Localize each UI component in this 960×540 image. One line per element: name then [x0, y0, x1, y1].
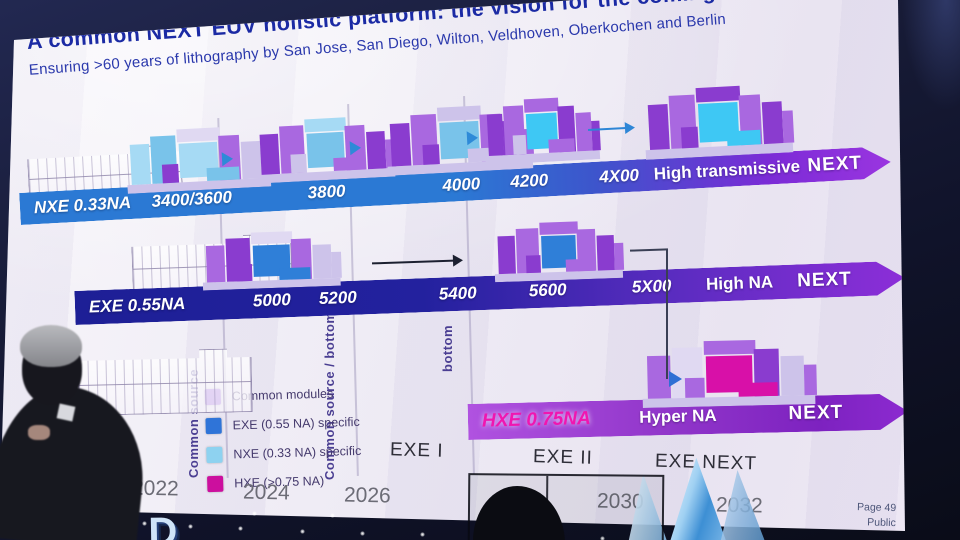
milestone-arrow-icon — [221, 151, 234, 167]
stage-light — [330, 513, 335, 518]
stage-light — [300, 529, 305, 534]
platform-label: NXE 0.33NA — [33, 192, 132, 218]
legend-swatch-nxe — [206, 446, 223, 463]
speaker-hair — [20, 325, 82, 367]
legend-label: EXE (0.55 NA) specific — [232, 414, 360, 432]
legend-item: NXE (0.33 NA) specific — [206, 436, 362, 469]
milestone-label: 4200 — [509, 170, 549, 192]
machine-illustration-5000-5200 — [201, 226, 345, 291]
slide-header: A common NEXT EUV holistic platform: the… — [26, 0, 905, 79]
machine-illustration-4200 — [482, 91, 603, 166]
speaker-body — [0, 379, 152, 540]
year-label: 2024 — [242, 480, 290, 505]
phase-label-exenext: EXE NEXT — [654, 450, 758, 475]
milestone-label: 5600 — [528, 279, 567, 301]
phase-label-exe1: EXE I — [389, 439, 444, 462]
stage-light — [360, 531, 365, 536]
milestone-label: 4X00 — [598, 165, 640, 187]
stage-light — [420, 532, 425, 537]
milestone-arrow-icon — [349, 140, 362, 156]
platform-label: HXE 0.75NA — [481, 408, 591, 432]
roadmap-arrow-icon — [371, 259, 455, 265]
stage-light — [238, 526, 243, 531]
platform-label: EXE 0.55NA — [88, 293, 186, 317]
speaker-silhouette — [0, 325, 187, 540]
year-label: 2026 — [343, 483, 391, 508]
next-label: NEXT — [796, 268, 853, 292]
legend-label: NXE (0.33 NA) specific — [233, 443, 362, 461]
stage-light — [600, 536, 605, 540]
elbow-connector — [666, 249, 668, 379]
machine-illustration-3800 — [254, 110, 399, 184]
machine-illustration-high-transmissive-next — [642, 78, 798, 160]
machine-illustration-5600 — [493, 216, 627, 283]
speaker-collar — [56, 403, 76, 422]
milestone-label: 5200 — [318, 287, 358, 309]
milestone-arrow-icon — [466, 130, 479, 146]
machine-illustration-3400-3600 — [124, 120, 275, 194]
elbow-connector — [629, 248, 669, 252]
next-label: NEXT — [806, 152, 863, 177]
milestone-label: 4000 — [441, 174, 481, 196]
classification-label: Public — [867, 516, 896, 530]
stage-light — [252, 511, 257, 516]
next-label: NEXT — [788, 401, 844, 425]
vertical-label-bottom: bottom — [440, 324, 455, 372]
legend-swatch-hxe — [207, 475, 224, 492]
stage-light — [188, 524, 193, 529]
legend-swatch-exe — [205, 417, 222, 434]
milestone-label: 5000 — [252, 290, 292, 311]
slide-footer: Page 49 Public — [806, 499, 897, 531]
future-label: High NA — [705, 272, 774, 294]
connector-arrow-icon — [669, 371, 682, 387]
future-label: High transmissive — [653, 156, 801, 184]
future-label: Hyper NA — [638, 405, 717, 427]
milestone-label: 5400 — [438, 283, 477, 304]
milestone-label: 3800 — [307, 181, 346, 203]
speaker-hand — [28, 425, 50, 440]
phase-label-exe2: EXE II — [532, 446, 594, 469]
